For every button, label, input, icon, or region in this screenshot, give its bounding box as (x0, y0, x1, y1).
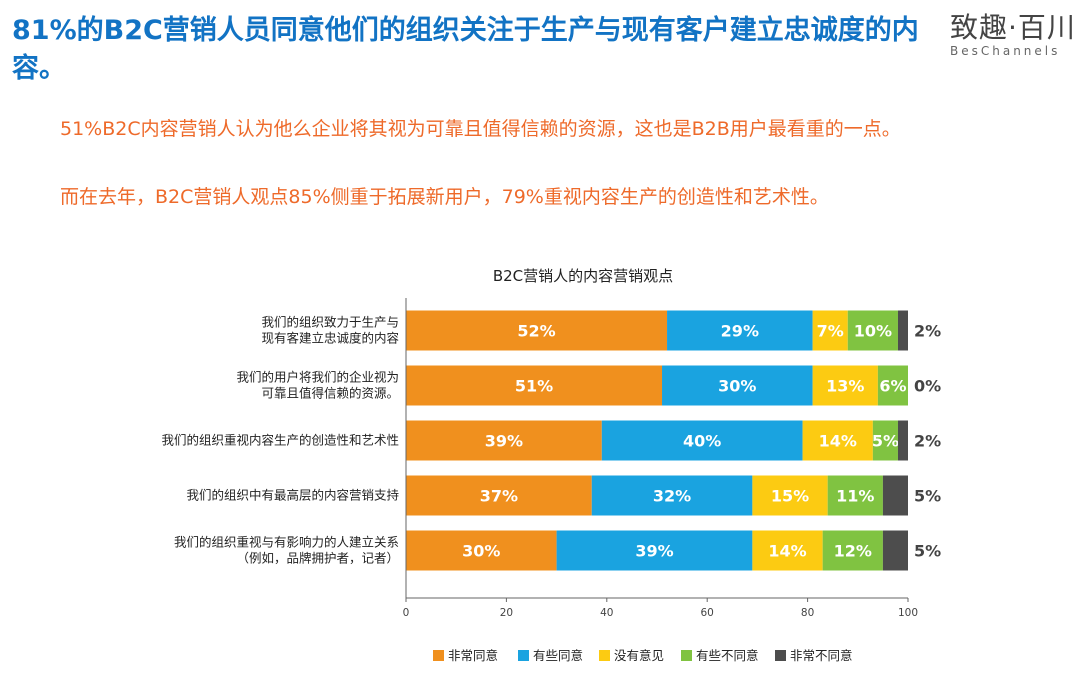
data-label: 5% (914, 542, 941, 561)
bar-segment (897, 420, 908, 461)
chart-title: B2C营销人的内容营销观点 (493, 267, 673, 285)
x-tick-label: 40 (600, 607, 613, 619)
data-label: 2% (914, 322, 941, 341)
subtext-1: 51%B2C内容营销人认为他么企业将其视为可靠且值得信赖的资源，这也是B2B用户… (60, 118, 901, 140)
data-label: 12% (834, 542, 872, 561)
legend-swatch (599, 650, 610, 661)
legend-label: 没有意见 (614, 648, 664, 663)
bar-segment (601, 420, 803, 461)
data-label: 11% (836, 487, 874, 506)
x-tick-label: 80 (801, 607, 814, 619)
legend-swatch (775, 650, 786, 661)
data-label: 7% (817, 322, 844, 341)
legend-label: 有些同意 (533, 648, 583, 663)
data-label: 39% (635, 542, 673, 561)
bar-segment (591, 475, 753, 516)
bar-segment (752, 530, 823, 571)
legend-swatch (518, 650, 529, 661)
bar-segment (827, 475, 883, 516)
data-label: 30% (462, 542, 500, 561)
data-label: 0% (914, 377, 941, 396)
data-label: 14% (768, 542, 806, 561)
x-tick-label: 60 (701, 607, 714, 619)
data-label: 32% (653, 487, 691, 506)
legend-label: 有些不同意 (696, 648, 759, 663)
data-label: 29% (721, 322, 759, 341)
bar-segment (752, 475, 828, 516)
bar-segment (406, 420, 602, 461)
logo-cn-text: 致趣·百川 (950, 11, 1076, 44)
bar-segment (877, 365, 908, 406)
bar-segment (406, 475, 592, 516)
bar-segment (802, 420, 873, 461)
data-label: 39% (485, 432, 523, 451)
category-label: 我们的组织重视与有影响力的人建立关系（例如，品牌拥护者，记者） (174, 535, 399, 566)
data-label: 51% (515, 377, 553, 396)
data-label: 40% (683, 432, 721, 451)
category-label: 我们的组织致力于生产与现有客建立忠诚度的内容 (261, 315, 399, 346)
data-label: 52% (517, 322, 555, 341)
bar-segment (406, 365, 663, 406)
legend-swatch (681, 650, 692, 661)
bar-segment (406, 530, 557, 571)
bar-segment (822, 530, 883, 571)
data-label: 5% (914, 487, 941, 506)
x-tick-label: 20 (500, 607, 513, 619)
data-label: 10% (854, 322, 892, 341)
bar-segment (882, 475, 908, 516)
page-title: 81%的B2C营销人员同意他们的组织关注于生产与现有客户建立忠诚度的内容。 (12, 15, 919, 84)
x-tick-label: 100 (898, 607, 918, 619)
bar-segment (872, 420, 898, 461)
bar-segment (406, 310, 668, 351)
bar-segment (812, 310, 848, 351)
logo-en-text: BesChannels (950, 44, 1061, 58)
data-label: 14% (819, 432, 857, 451)
category-label: 我们的用户将我们的企业视为可靠且值得信赖的资源。 (236, 370, 399, 401)
data-label: 30% (718, 377, 756, 396)
data-label: 13% (826, 377, 864, 396)
legend-label: 非常不同意 (790, 648, 853, 663)
data-label: 15% (771, 487, 809, 506)
bar-segment (812, 365, 878, 406)
subtext-2: 而在去年，B2C营销人观点85%侧重于拓展新用户，79%重视内容生产的创造性和艺… (60, 186, 829, 208)
bar-segment (667, 310, 813, 351)
legend-label: 非常同意 (448, 648, 498, 663)
category-label: 我们的组织重视内容生产的创造性和艺术性 (161, 433, 399, 448)
bar-segment (882, 530, 908, 571)
x-tick-label: 0 (403, 607, 410, 619)
bar-segment (662, 365, 813, 406)
data-label: 6% (879, 377, 906, 396)
stacked-bar-chart: B2C营销人的内容营销观点 我们的组织致力于生产与现有客建立忠诚度的内容 52% 2… (161, 267, 941, 663)
brand-logo: 致趣·百川 BesChannels (950, 6, 1076, 58)
bar-segment (556, 530, 753, 571)
data-label: 5% (872, 432, 899, 451)
data-label: 37% (480, 487, 518, 506)
data-label: 2% (914, 432, 941, 451)
legend-swatch (433, 650, 444, 661)
bar-segment (847, 310, 898, 351)
category-label: 我们的组织中有最高层的内容营销支持 (186, 488, 399, 503)
bar-segment (897, 310, 908, 351)
